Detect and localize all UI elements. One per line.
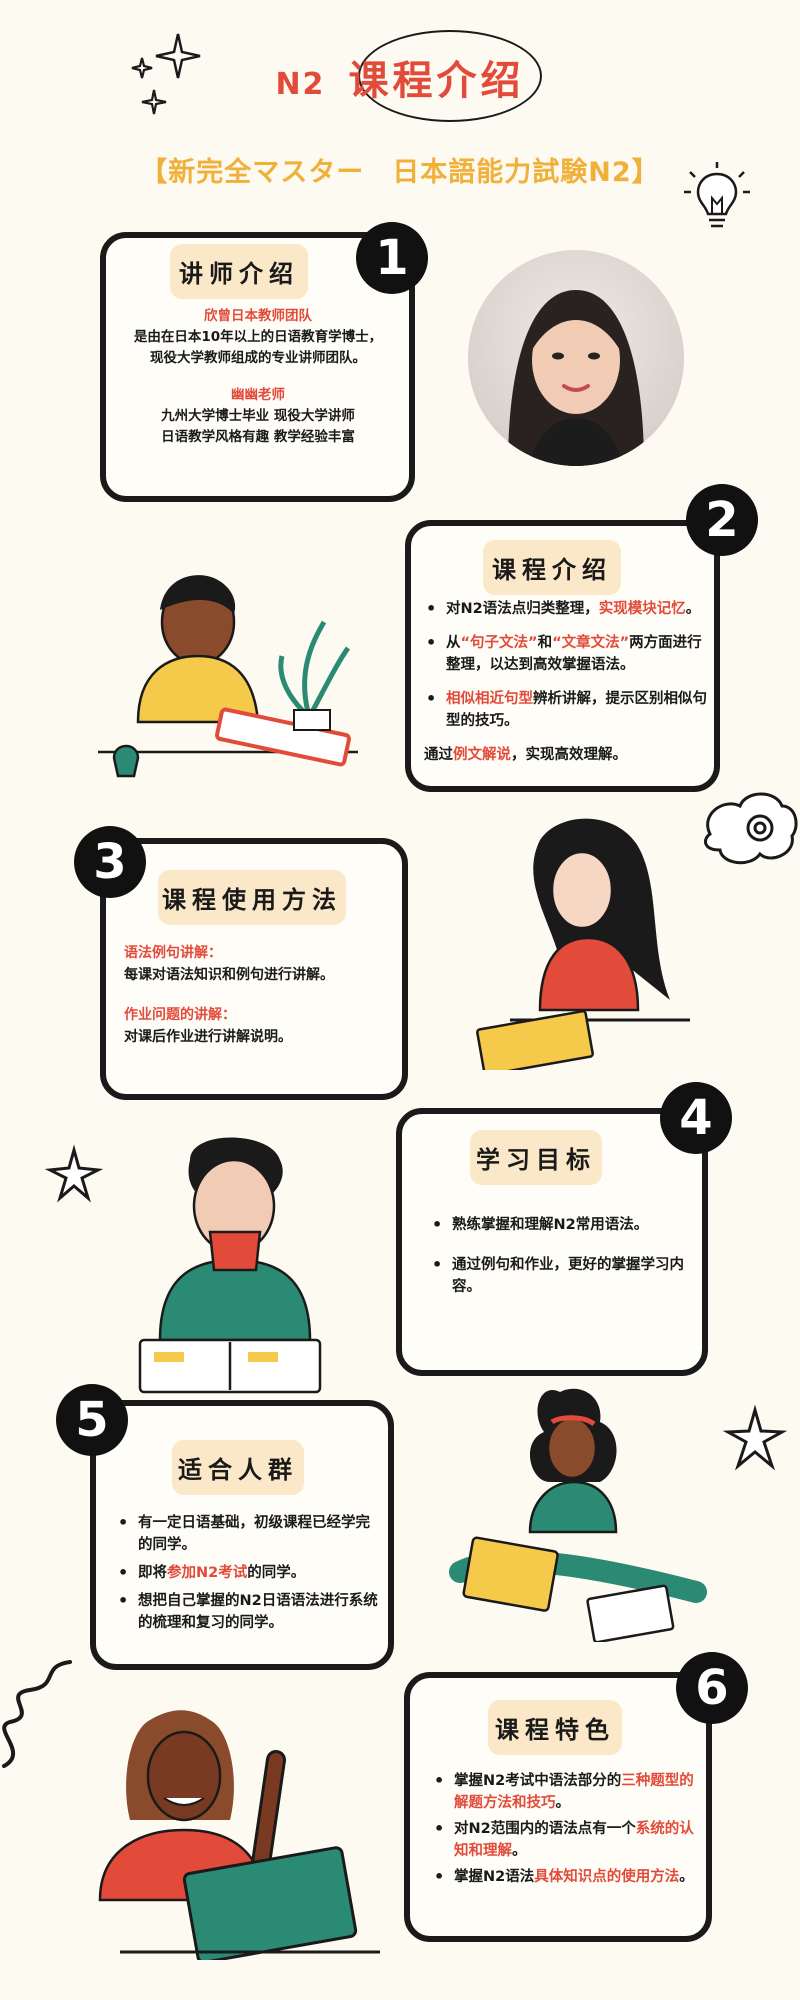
list-item: 从“句子文法”和“文章文法”两方面进行整理，以达到高效掌握语法。 [424, 632, 710, 676]
section-number-badge: 1 [356, 222, 428, 294]
star-doodle-icon [722, 1404, 788, 1471]
usage-item-title: 作业问题的讲解： [124, 1007, 236, 1023]
list-item: 掌握N2语法具体知识点的使用方法。 [432, 1866, 698, 1888]
team-title: 欣曾日本教师团队 [204, 308, 312, 324]
list-item: 通过例句和作业，更好的掌握学习内容。 [430, 1254, 692, 1298]
course-intro-list: 对N2语法点归类整理，实现模块记忆。 从“句子文法”和“文章文法”两方面进行整理… [424, 598, 710, 766]
team-desc: 现役大学教师组成的专业讲师团队。 [150, 350, 366, 366]
student-waving-illustration [98, 1710, 380, 1960]
list-item: 有一定日语基础，初级课程已经学完的同学。 [116, 1512, 378, 1556]
usage-item-text: 对课后作业进行讲解说明。 [124, 1029, 292, 1045]
section-number-badge: 4 [660, 1082, 732, 1154]
student-laptop-illustration [449, 1388, 707, 1642]
section-heading: 课程介绍 [483, 540, 621, 595]
section-number-badge: 5 [56, 1384, 128, 1456]
list-item: 想把自己掌握的N2日语语法进行系统的梳理和复习的同学。 [116, 1590, 378, 1634]
section-heading: 课程使用方法 [158, 870, 346, 925]
list-item: 对N2语法点归类整理，实现模块记忆。 [424, 598, 710, 620]
list-item: 熟练掌握和理解N2常用语法。 [430, 1214, 692, 1236]
subtitle: 【新完全マスター 日本語能力試験N2】 [140, 157, 660, 188]
section-heading: 适合人群 [172, 1440, 304, 1495]
teacher-name: 幽幽老师 [231, 387, 285, 403]
section-heading: 讲师介绍 [170, 244, 308, 299]
usage-text: 语法例句讲解： 每课对语法知识和例句进行讲解。 作业问题的讲解： 对课后作业进行… [124, 942, 394, 1048]
list-item: 对N2范围内的语法点有一个系统的认知和理解。 [432, 1818, 698, 1862]
zigzag-doodle-icon [2, 1660, 72, 1768]
course-summary: 通过例文解说，实现高效理解。 [424, 747, 627, 763]
teacher-desc: 日语教学风格有趣 教学经验丰富 [161, 429, 355, 445]
feature-list: 掌握N2考试中语法部分的三种题型的解题方法和技巧。 对N2范围内的语法点有一个系… [432, 1770, 698, 1900]
star-doodle-icon [44, 1144, 104, 1203]
student-coffee-illustration [138, 1137, 322, 1394]
lightbulb-icon [684, 162, 750, 228]
teacher-photo [468, 250, 684, 466]
student-thinking-illustration [476, 818, 690, 1070]
title-n2: N2 [275, 67, 326, 102]
section-number-badge: 3 [74, 826, 146, 898]
title-ellipse [358, 30, 542, 122]
teacher-intro-text: 欣曾日本教师团队 是由在日本10年以上的日语教育学博士， 现役大学教师组成的专业… [104, 306, 412, 448]
section-number-badge: 6 [676, 1652, 748, 1724]
list-item: 相似相近句型辨析讲解，提示区别相似句型的技巧。 [424, 688, 710, 732]
page-title: N2 课程介绍 [0, 48, 800, 118]
audience-list: 有一定日语基础，初级课程已经学完的同学。 即将参加N2考试的同学。 想把自己掌握… [116, 1512, 378, 1646]
title-text: 课程介绍 [348, 58, 525, 104]
section-heading: 学习目标 [470, 1130, 602, 1185]
goal-list: 熟练掌握和理解N2常用语法。 通过例句和作业，更好的掌握学习内容。 [430, 1214, 692, 1310]
section-heading: 课程特色 [488, 1700, 622, 1755]
list-item: 即将参加N2考试的同学。 [116, 1562, 378, 1584]
sparkle-icon [131, 33, 201, 115]
team-desc: 是由在日本10年以上的日语教育学博士， [133, 329, 383, 345]
section-number-badge: 2 [686, 484, 758, 556]
usage-item-title: 语法例句讲解： [124, 945, 222, 961]
usage-item-text: 每课对语法知识和例句进行讲解。 [124, 967, 334, 983]
list-item: 掌握N2考试中语法部分的三种题型的解题方法和技巧。 [432, 1770, 698, 1814]
student-writing-illustration [98, 575, 358, 778]
cloud-doodle-icon [703, 792, 798, 865]
teacher-desc: 九州大学博士毕业 现役大学讲师 [161, 408, 355, 424]
